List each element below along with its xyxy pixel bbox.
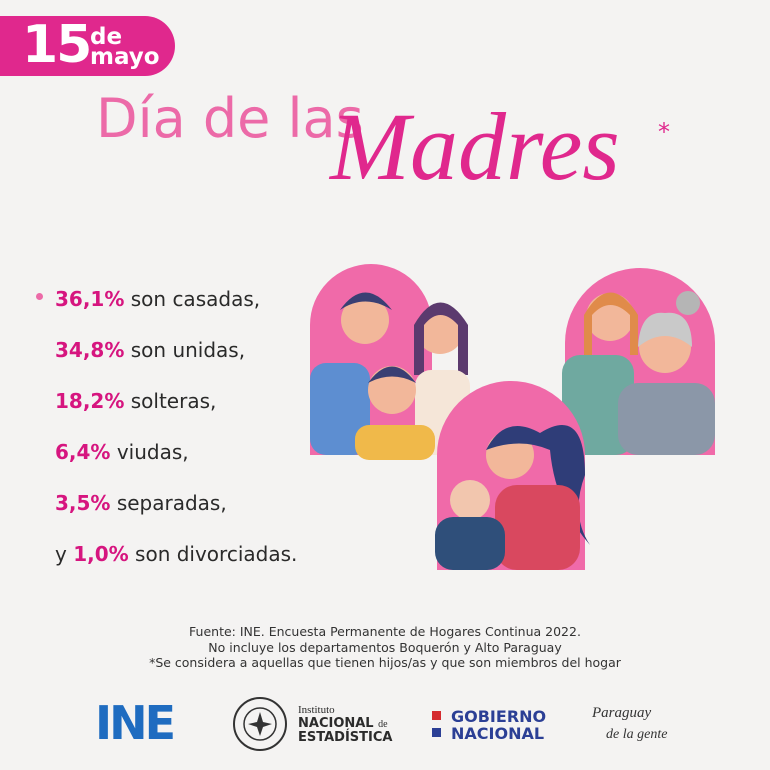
- stat-text: solteras,: [130, 389, 217, 413]
- baby-body: [435, 517, 505, 570]
- illustration: [310, 264, 715, 570]
- flag-red: [432, 711, 441, 720]
- gov-line: GOBIERNO: [451, 707, 547, 726]
- bullet: [36, 293, 43, 300]
- date-badge: [0, 16, 175, 76]
- baby-head: [450, 480, 490, 520]
- gov-line: NACIONAL: [451, 724, 545, 743]
- source-note: Fuente: INE. Encuesta Permanente de Hoga…: [189, 624, 581, 639]
- stat-text: viudas,: [116, 440, 189, 464]
- seal-ring: [233, 697, 287, 751]
- stat-item: 18,2% solteras,: [55, 388, 216, 414]
- stat-item: 6,4% viudas,: [55, 439, 189, 465]
- stat-value: 1,0%: [73, 542, 129, 566]
- seal-star: [248, 712, 272, 736]
- source-note: *Se considera a aquellas que tienen hijo…: [149, 655, 621, 670]
- stat-text: son divorciadas.: [135, 542, 298, 566]
- stat-text: son casadas,: [130, 287, 261, 311]
- stat-value: 36,1%: [55, 287, 125, 311]
- stat-item: 36,1% son casadas,: [55, 286, 260, 312]
- institute-word: NACIONAL: [298, 716, 374, 731]
- title: Día de las: [96, 87, 364, 150]
- figure-hair: [368, 366, 416, 383]
- institute-word: de: [378, 719, 388, 730]
- badge-day: 15: [22, 15, 92, 75]
- stat-prefix: y: [55, 542, 67, 566]
- stat-value: 18,2%: [55, 389, 125, 413]
- stat-item: 34,8% son unidas,: [55, 337, 245, 363]
- figure-head: [341, 296, 389, 344]
- flag-blue: [432, 728, 441, 737]
- stat-text: son unidas,: [130, 338, 246, 362]
- seal-ring: [243, 707, 277, 741]
- figure-hair: [584, 292, 638, 355]
- source-note: No incluye los departamentos Boquerón y …: [208, 640, 562, 655]
- stat-item: y 1,0% son divorciadas.: [55, 541, 297, 567]
- figure-body: [355, 425, 435, 460]
- badge-month: de: [90, 24, 123, 50]
- figure-body: [495, 485, 580, 570]
- figure-hair: [340, 292, 392, 310]
- institute-line: Instituto: [298, 704, 335, 716]
- slogan: de la gente: [606, 727, 668, 742]
- title-asterisk: *: [658, 118, 670, 146]
- seal: [233, 697, 287, 751]
- stat-item: 3,5% separadas,: [55, 490, 227, 516]
- figure-body: [310, 363, 370, 455]
- stat-value: 34,8%: [55, 338, 125, 362]
- stat-value: 3,5%: [55, 491, 111, 515]
- stat-value: 6,4%: [55, 440, 111, 464]
- figure-body: [618, 383, 715, 455]
- figure-hair: [414, 302, 468, 375]
- figure-hair: [486, 425, 590, 545]
- slogan: Paraguay: [592, 705, 652, 721]
- badge-month: mayo: [90, 44, 160, 70]
- institute-line: ESTADÍSTICA: [298, 730, 393, 745]
- institute-line: NACIONAL de: [298, 716, 388, 731]
- title-script: Madres: [330, 93, 620, 200]
- ine-logo: INE: [95, 696, 176, 750]
- stat-text: separadas,: [116, 491, 227, 515]
- figure-bun: [676, 291, 700, 315]
- figure-hair: [638, 312, 692, 347]
